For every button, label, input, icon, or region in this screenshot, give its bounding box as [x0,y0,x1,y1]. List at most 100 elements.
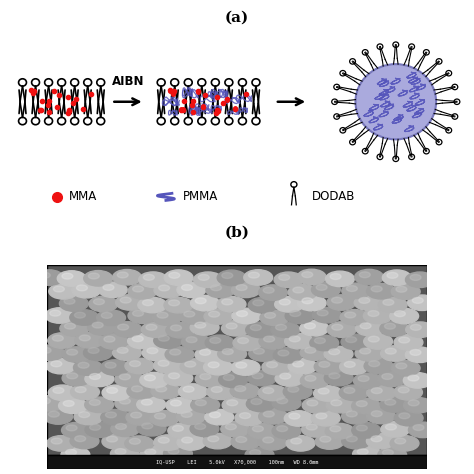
Circle shape [142,345,171,361]
Circle shape [195,371,224,387]
Circle shape [129,438,140,444]
Circle shape [147,348,158,354]
Circle shape [101,312,112,319]
Circle shape [222,349,233,355]
Circle shape [396,286,407,292]
Circle shape [62,273,73,279]
Circle shape [64,323,75,329]
Circle shape [90,424,100,430]
Circle shape [116,295,145,310]
Circle shape [186,337,197,343]
Circle shape [236,284,247,291]
Circle shape [360,323,371,329]
Circle shape [356,401,367,407]
Circle shape [383,300,394,305]
Circle shape [115,448,126,455]
Circle shape [297,269,326,285]
Text: AIBN: AIBN [112,75,144,89]
Circle shape [327,295,356,310]
Circle shape [384,323,395,329]
Circle shape [250,450,261,456]
Circle shape [150,410,179,426]
Circle shape [275,297,303,312]
Circle shape [394,410,423,426]
Circle shape [169,300,180,306]
Circle shape [371,436,382,442]
Circle shape [275,371,304,386]
Circle shape [236,362,247,368]
Circle shape [206,283,235,298]
Circle shape [200,374,211,380]
Circle shape [131,412,142,418]
Circle shape [117,272,128,278]
Circle shape [297,295,326,311]
Circle shape [302,272,313,278]
Circle shape [169,373,180,379]
Circle shape [223,374,234,381]
Circle shape [289,336,300,342]
Circle shape [409,422,437,438]
Circle shape [314,337,325,344]
Circle shape [385,348,396,354]
Circle shape [406,322,435,337]
Circle shape [154,435,182,450]
Circle shape [217,270,246,286]
Circle shape [358,375,369,382]
Circle shape [324,346,353,362]
Circle shape [90,374,100,380]
Circle shape [140,447,169,462]
Circle shape [210,337,221,343]
Circle shape [380,397,409,412]
Circle shape [398,387,409,393]
Circle shape [390,308,419,324]
Circle shape [221,421,250,437]
Circle shape [235,386,246,392]
Circle shape [245,447,274,463]
Circle shape [119,374,130,380]
Circle shape [233,335,262,351]
Circle shape [371,388,382,393]
Circle shape [143,274,155,280]
Circle shape [232,308,261,324]
Circle shape [182,284,192,291]
Circle shape [50,310,61,316]
Circle shape [141,399,152,405]
Circle shape [301,422,330,437]
Circle shape [346,337,356,343]
Circle shape [364,334,392,349]
Circle shape [208,436,219,442]
Circle shape [218,346,246,362]
Circle shape [182,334,210,350]
Circle shape [311,410,340,426]
Circle shape [258,435,287,450]
Circle shape [62,370,91,386]
Circle shape [345,312,356,318]
FancyBboxPatch shape [47,455,427,469]
Circle shape [277,398,288,404]
Circle shape [394,311,405,317]
Circle shape [166,322,195,338]
Circle shape [383,270,411,285]
Circle shape [288,284,317,300]
Circle shape [291,438,302,444]
Circle shape [312,308,341,323]
Circle shape [340,359,368,374]
Circle shape [251,399,262,404]
Circle shape [113,270,141,285]
Circle shape [203,359,232,375]
Circle shape [277,426,288,432]
Circle shape [45,308,74,323]
Circle shape [293,287,304,293]
Circle shape [62,422,91,438]
Circle shape [244,270,273,285]
Circle shape [253,300,264,306]
Circle shape [89,400,100,405]
Circle shape [153,310,181,325]
Circle shape [342,283,371,299]
Circle shape [112,345,141,360]
Circle shape [288,386,299,392]
Circle shape [342,409,371,424]
Circle shape [125,436,154,451]
Circle shape [83,345,112,361]
Circle shape [248,297,277,313]
